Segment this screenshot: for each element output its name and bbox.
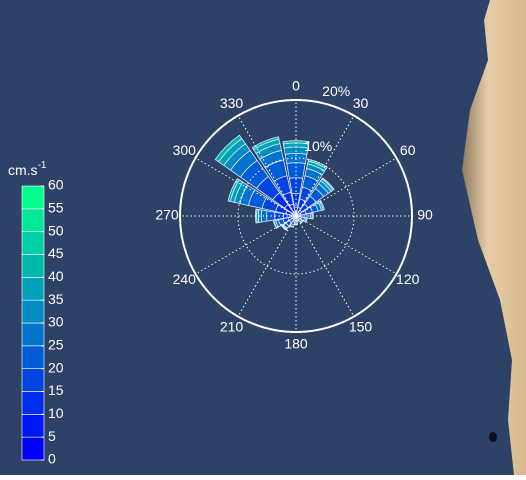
angle-label: 330 <box>220 95 244 111</box>
angle-label: 150 <box>349 318 373 334</box>
colorbar-unit: cm.s <box>8 162 38 178</box>
angle-label: 180 <box>284 336 308 352</box>
angle-label: 210 <box>220 318 244 334</box>
colorbar-swatch <box>22 392 44 415</box>
rose-segment <box>261 210 267 222</box>
colorbar-swatch <box>22 323 44 346</box>
radial-tick-label: 20% <box>322 83 350 99</box>
colorbar-tick-label: 60 <box>48 177 64 193</box>
colorbar-swatch <box>22 346 44 369</box>
colorbar-tick-label: 10 <box>48 405 64 421</box>
angle-label: 240 <box>173 271 197 287</box>
angle-label: 60 <box>400 142 416 158</box>
angle-label: 270 <box>155 207 179 223</box>
radial-tick-label: 10% <box>304 138 332 154</box>
colorbar-swatch <box>22 277 44 300</box>
colorbar-swatch <box>22 186 44 209</box>
colorbar-swatch <box>22 369 44 392</box>
colorbar-tick-label: 55 <box>48 200 64 216</box>
colorbar-tick-label: 35 <box>48 291 64 307</box>
colorbar-tick-label: 25 <box>48 337 64 353</box>
colorbar-tick-label: 20 <box>48 359 64 375</box>
colorbar-tick-label: 45 <box>48 245 64 261</box>
angle-label: 30 <box>353 95 369 111</box>
colorbar-tick-label: 5 <box>48 428 56 444</box>
colorbar-tick-label: 15 <box>48 382 64 398</box>
colorbar-swatch <box>22 437 44 460</box>
colorbar-tick-label: 30 <box>48 314 64 330</box>
colorbar-swatch <box>22 414 44 437</box>
angle-label: 300 <box>173 142 197 158</box>
angle-label: 0 <box>292 78 300 94</box>
colorbar-swatch <box>22 255 44 278</box>
colorbar-tick-label: 40 <box>48 268 64 284</box>
colorbar-swatch <box>22 300 44 323</box>
colorbar-swatch <box>22 209 44 232</box>
colorbar-tick-label: 50 <box>48 222 64 238</box>
colorbar-unit-exponent: -1 <box>38 160 47 171</box>
angle-label: 90 <box>417 207 433 223</box>
angle-label: 120 <box>396 271 420 287</box>
rock <box>489 432 497 442</box>
colorbar-swatch <box>22 232 44 255</box>
colorbar-tick-label: 0 <box>48 451 56 467</box>
